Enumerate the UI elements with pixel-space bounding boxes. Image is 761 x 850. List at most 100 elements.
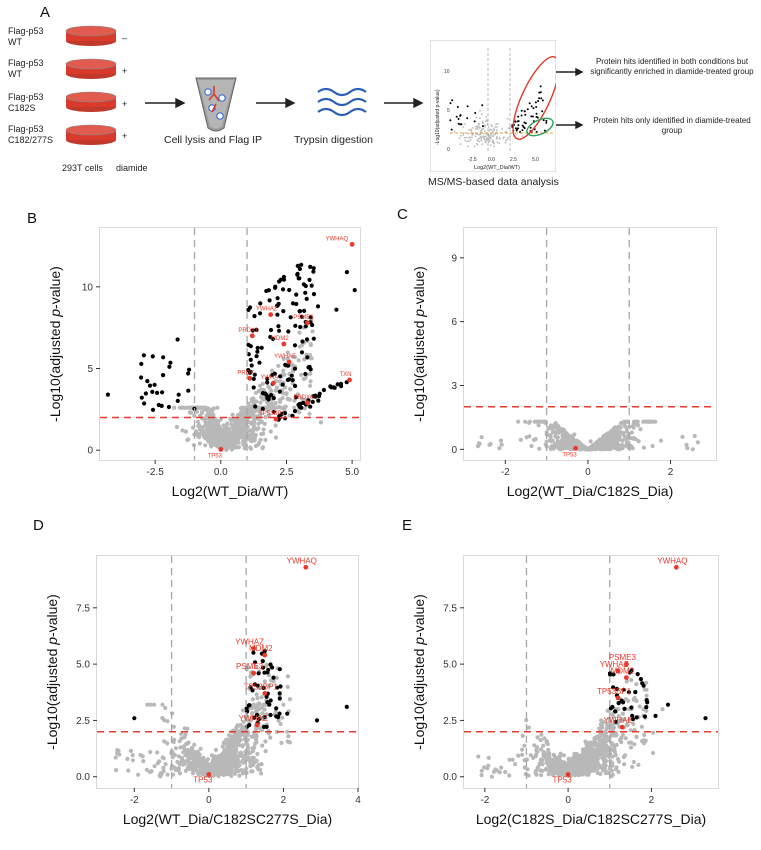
nonsignificant-point <box>251 704 256 709</box>
nonsignificant-point <box>226 432 231 437</box>
significant-point <box>304 337 310 342</box>
nonsignificant-point <box>160 715 165 721</box>
nonsignificant-point <box>291 354 296 359</box>
significant-point <box>247 703 252 708</box>
nonsignificant-point <box>223 772 229 777</box>
highlighted-point-tp53 <box>206 772 212 777</box>
y-tick-label: 0.0 <box>443 772 457 783</box>
mini-point <box>493 128 495 130</box>
nonsignificant-point <box>499 765 504 770</box>
nonsignificant-point <box>274 675 279 681</box>
nonsignificant-point <box>215 763 220 768</box>
nonsignificant-point <box>301 376 306 382</box>
nonsignificant-point <box>182 735 187 740</box>
nonsignificant-point <box>261 702 266 707</box>
nonsignificant-point <box>188 405 193 410</box>
nonsignificant-point <box>239 768 244 773</box>
mini-significant-point <box>535 106 538 108</box>
nonsignificant-point <box>624 679 629 684</box>
mini-significant-point <box>517 124 520 127</box>
nonsignificant-point <box>261 397 266 402</box>
highlighted-point-ywhaq <box>303 564 309 570</box>
nonsignificant-point <box>622 762 627 767</box>
significant-point <box>253 404 258 409</box>
significant-point <box>160 390 165 395</box>
nonsignificant-point <box>540 768 545 773</box>
nonsignificant-point <box>295 408 301 414</box>
nonsignificant-point <box>252 438 257 443</box>
nonsignificant-point <box>604 726 609 731</box>
nonsignificant-point <box>563 430 568 435</box>
significant-point <box>308 315 313 320</box>
nonsignificant-point <box>148 749 153 755</box>
nonsignificant-point <box>497 770 502 775</box>
highlighted-point-psme3 <box>623 661 629 667</box>
protein-label-ywhaz: YWHAZ <box>256 307 278 313</box>
y-tick-label: 0 <box>451 445 457 456</box>
mini-point <box>496 129 498 131</box>
significant-point <box>278 374 283 379</box>
significant-point <box>611 672 616 677</box>
nonsignificant-point <box>210 426 215 431</box>
nonsignificant-point <box>249 769 254 774</box>
nonsignificant-point <box>190 750 195 755</box>
nonsignificant-point <box>249 399 255 404</box>
mini-significant-point <box>482 125 484 128</box>
nonsignificant-point <box>546 747 551 752</box>
nonsignificant-point <box>567 759 572 764</box>
nonsignificant-point <box>629 430 634 435</box>
significant-point <box>629 705 634 710</box>
highlighted-point-prdx <box>247 375 253 381</box>
x-tick-label: 2 <box>281 795 287 806</box>
nonsignificant-point <box>172 752 177 758</box>
culture-dish-4 <box>65 124 117 145</box>
nonsignificant-point <box>126 768 131 773</box>
nonsignificant-point <box>585 446 590 451</box>
significant-point <box>283 362 288 367</box>
nonsignificant-point <box>642 732 647 738</box>
significant-point <box>167 364 172 369</box>
nonsignificant-point <box>476 754 481 759</box>
significant-point <box>264 694 269 699</box>
significant-point <box>314 718 320 723</box>
nonsignificant-point <box>586 772 591 777</box>
nonsignificant-point <box>296 358 301 363</box>
y-axis-label: -Log10(adjusted p-value) <box>411 594 427 750</box>
nonsignificant-point <box>277 404 282 409</box>
protein-label-txn: TXN <box>339 372 351 378</box>
significant-point <box>281 309 286 314</box>
nonsignificant-point <box>526 725 531 730</box>
significant-point <box>268 334 273 340</box>
nonsignificant-point <box>534 747 539 753</box>
nonsignificant-point <box>223 428 228 434</box>
y-axis-label-part2: -value) <box>411 594 427 637</box>
significant-point <box>260 406 265 411</box>
nonsignificant-point <box>180 428 185 433</box>
mini-significant-point <box>474 112 477 114</box>
highlighted-point-ywhaz <box>268 312 274 317</box>
significant-point <box>275 303 280 308</box>
nonsignificant-point <box>214 440 219 445</box>
mini-point <box>490 124 493 126</box>
significant-point <box>287 287 292 293</box>
significant-point <box>282 411 288 416</box>
significant-point <box>250 328 255 333</box>
nonsignificant-point <box>239 418 244 423</box>
significant-point <box>338 381 344 386</box>
mini-point <box>494 126 496 128</box>
significant-point <box>268 327 274 333</box>
nonsignificant-point <box>229 445 234 450</box>
significant-point <box>294 301 299 307</box>
nonsignificant-point <box>171 739 176 745</box>
significant-point <box>257 360 262 365</box>
nonsignificant-point <box>259 762 264 767</box>
highlighted-point-tp53 <box>565 772 571 777</box>
nonsignificant-point <box>601 720 606 725</box>
nonsignificant-point <box>577 760 582 765</box>
significant-point <box>286 329 291 334</box>
significant-point <box>276 324 281 329</box>
nonsignificant-point <box>597 726 602 731</box>
significant-point <box>344 270 349 275</box>
nonsignificant-point <box>616 714 621 719</box>
mini-point <box>478 140 481 143</box>
